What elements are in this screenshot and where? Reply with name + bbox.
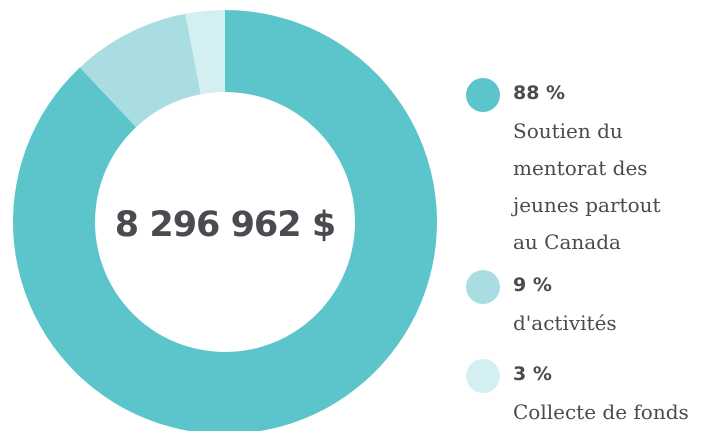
legend-label: d'activités [513,311,617,335]
legend-value: 3 % [513,363,552,385]
donut-segment [13,10,437,431]
legend-swatch [466,359,500,393]
legend-label: Collecte de fonds [513,400,689,424]
donut-segment [185,10,225,95]
legend-value: 9 % [513,274,552,296]
center-label: 8 296 962 $ [115,205,335,245]
legend-swatch [466,78,500,112]
legend-swatch [466,270,500,304]
legend-value: 88 % [513,82,566,104]
legend-label: Soutien du mentorat des jeunes partout a… [513,119,661,254]
donut-segment [79,13,201,128]
